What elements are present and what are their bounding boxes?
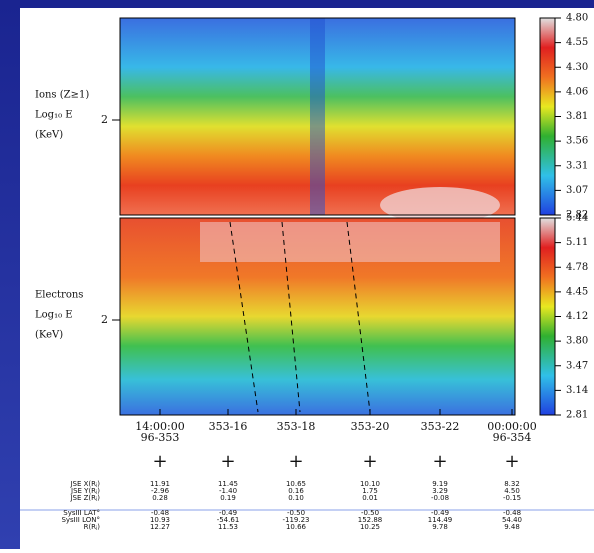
x-tick-label: 00:00:00	[487, 420, 536, 433]
plus: +	[504, 451, 519, 472]
dashed-lines	[229, 221, 371, 413]
cell: 114.49	[428, 516, 453, 524]
cell: 11.91	[150, 480, 170, 488]
colorbar-label: 4.12	[566, 311, 588, 322]
colorbar-label: 5.11	[566, 237, 588, 248]
cell: 8.32	[504, 480, 520, 488]
row-label: JSE X(Rⱼ)	[69, 480, 100, 488]
row-label: JSE Y(Rⱼ)	[70, 487, 100, 495]
cell: 0.16	[288, 487, 304, 495]
x-tick-label: 353-22	[421, 420, 460, 433]
colorbar-label: 4.55	[566, 37, 588, 48]
cell: 9.78	[432, 523, 448, 531]
cell: 152.88	[358, 516, 383, 524]
x-tick-label: 96-353	[141, 431, 180, 444]
x-tick-label: 14:00:00	[135, 420, 184, 433]
panel-label: (KeV)	[35, 330, 63, 341]
y-tick-label: 2	[101, 313, 108, 326]
colorbar-label: 3.07	[566, 185, 588, 196]
frame	[119, 217, 516, 416]
x-tick-label: 353-16	[209, 420, 248, 433]
colorbar-label: 2.81	[566, 410, 588, 421]
cell: 10.10	[360, 480, 380, 488]
colorbar-label: 4.06	[566, 86, 588, 97]
cell: 10.66	[286, 523, 307, 531]
ion-peak	[380, 187, 500, 223]
cell: 9.48	[504, 523, 520, 531]
colorbar-label: 2.82	[566, 210, 588, 221]
labels: Ions (Z≥1) Log₁₀ E (KeV) 2 4.80 4.55 4.30 4.06 3…	[35, 13, 588, 532]
top-border	[0, 0, 594, 8]
cell: -0.49	[431, 509, 449, 517]
x-tick-label: 96-354	[493, 431, 532, 444]
cell: 10.25	[360, 523, 380, 531]
cell: -2.96	[151, 487, 170, 495]
row-label: R(Rⱼ)	[84, 523, 101, 531]
colorbar-label: 3.56	[566, 136, 588, 147]
cell: 54.40	[502, 516, 522, 524]
cell: -0.48	[151, 509, 169, 517]
x-tick-label: 353-18	[277, 420, 316, 433]
colorbar-label: 5.44	[566, 213, 588, 224]
cell: 3.29	[432, 487, 448, 495]
panel-label: Log₁₀ E	[35, 110, 73, 121]
cell: 1.75	[362, 487, 378, 495]
cell: 11.45	[218, 480, 238, 488]
plus: +	[288, 451, 303, 472]
left-border	[0, 0, 20, 549]
cell: -0.50	[287, 509, 305, 517]
cell: -0.48	[503, 509, 521, 517]
colorbar-label: 4.45	[566, 286, 588, 297]
panel-label: Ions (Z≥1)	[35, 90, 89, 101]
cell: -0.50	[361, 509, 379, 517]
colorbar-label: 4.78	[566, 262, 588, 273]
x-tick-label: 353-20	[351, 420, 390, 433]
cell: 11.53	[218, 523, 238, 531]
panel-label: (KeV)	[35, 130, 63, 141]
cell: -54.61	[217, 516, 240, 524]
colorbar-label: 3.14	[566, 385, 588, 396]
plus: +	[152, 451, 167, 472]
colorbar	[539, 217, 556, 416]
cell: -119.23	[282, 516, 309, 524]
colorbar	[539, 17, 556, 216]
cell: 0.01	[362, 494, 378, 502]
frame	[119, 17, 516, 216]
plus: +	[362, 451, 377, 472]
cell: 9.19	[432, 480, 448, 488]
colorbar-label: 4.80	[566, 13, 588, 24]
cell: -0.08	[431, 494, 449, 502]
cell: 0.19	[220, 494, 236, 502]
row-label: JSE Z(Rⱼ)	[69, 494, 100, 502]
panel-label: Electrons	[35, 290, 83, 301]
cell: -0.15	[503, 494, 521, 502]
electron-peak	[200, 222, 500, 262]
colorbar-label: 3.47	[566, 360, 588, 371]
cell: 0.10	[288, 494, 304, 502]
colorbar-label: 3.81	[566, 111, 588, 122]
y-tick-label: 2	[101, 113, 108, 126]
cell: 0.28	[152, 494, 168, 502]
plus: +	[432, 451, 447, 472]
row-label: SysIII LON°	[61, 516, 100, 524]
cell: 4.50	[504, 487, 520, 495]
colorbar-label: 4.30	[566, 62, 588, 73]
row-label: SysIII LAT°	[63, 509, 100, 517]
colorbar-label: 3.31	[566, 160, 588, 171]
colorbar-label: 3.80	[566, 336, 588, 347]
cell: -0.49	[219, 509, 237, 517]
ion-feature	[310, 18, 325, 215]
cell: -1.40	[219, 487, 237, 495]
cell: 10.93	[150, 516, 170, 524]
cell: 12.27	[150, 523, 170, 531]
panel-label: Log₁₀ E	[35, 310, 73, 321]
cell: 10.65	[286, 480, 306, 488]
plus: +	[220, 451, 235, 472]
